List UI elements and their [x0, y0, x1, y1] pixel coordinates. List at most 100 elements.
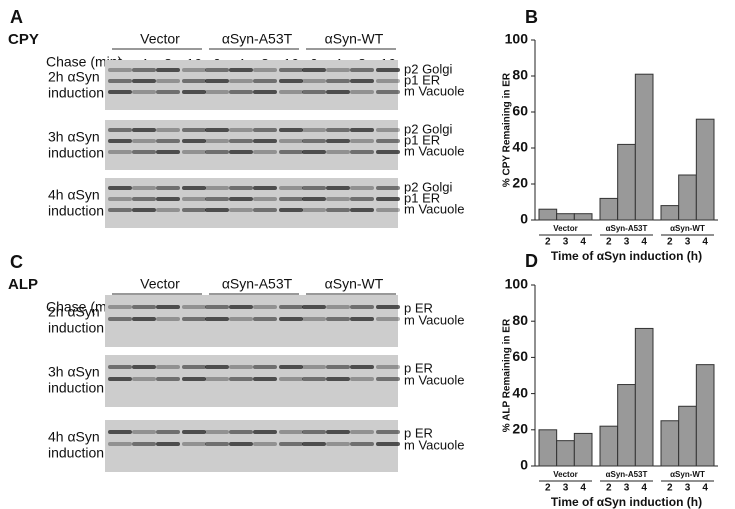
group-label: αSyn-WT	[325, 276, 384, 292]
bar	[660, 420, 680, 467]
gel-band	[108, 79, 132, 83]
gel-band	[326, 365, 350, 369]
gel-band	[132, 430, 156, 434]
panel-letter: C	[10, 252, 23, 272]
gel-band	[156, 377, 180, 381]
gel-band	[205, 79, 229, 83]
gel-band	[108, 442, 132, 446]
gel-band	[279, 197, 303, 201]
gel-band	[182, 208, 206, 212]
gel-band	[132, 208, 156, 212]
gel-band	[326, 79, 350, 83]
band-label: p ER	[404, 425, 433, 440]
gel-band	[229, 128, 253, 132]
band-label: p2 Golgi	[404, 121, 453, 136]
gel-band	[156, 305, 180, 309]
band-label: p ER	[404, 360, 433, 375]
gel-band	[326, 139, 350, 143]
gel-band	[182, 90, 206, 94]
gel-band	[229, 365, 253, 369]
gel-band	[229, 150, 253, 154]
gel-band	[279, 208, 303, 212]
gel-band	[229, 208, 253, 212]
group-label: αSyn-A53T	[222, 31, 293, 47]
row-label: 4h αSyn	[48, 187, 100, 203]
band-label: m Vacuole	[404, 143, 464, 158]
gel-band	[253, 79, 277, 83]
gel-band	[108, 317, 132, 321]
gel-band	[279, 442, 303, 446]
bar	[573, 432, 593, 467]
row-label: 3h αSyn	[48, 364, 100, 380]
gel-band	[376, 128, 400, 132]
gel-band	[205, 186, 229, 190]
gel-band	[253, 150, 277, 154]
chase-label: Chase (min)	[46, 299, 122, 315]
bar	[695, 118, 715, 221]
gel-band	[132, 365, 156, 369]
gel-band	[326, 442, 350, 446]
gel-band	[302, 442, 326, 446]
row-label: 2h αSyn	[48, 304, 100, 320]
gel-band	[302, 150, 326, 154]
bar	[634, 327, 654, 467]
y-tick-label: 60	[512, 348, 528, 364]
gel-band	[229, 430, 253, 434]
gel-band	[279, 79, 303, 83]
bar	[678, 405, 697, 467]
gel-band	[376, 208, 400, 212]
gel-image	[105, 120, 398, 170]
gel-band	[229, 139, 253, 143]
gel-band	[350, 68, 374, 72]
gel-band	[156, 317, 180, 321]
group-label: αSyn-A53T	[606, 224, 648, 233]
gel-band	[156, 442, 180, 446]
gel-band	[229, 317, 253, 321]
gel-band	[108, 186, 132, 190]
group-label: αSyn-WT	[325, 31, 384, 47]
gel-band	[326, 430, 350, 434]
protein-label: ALP	[8, 276, 38, 293]
gel-band	[108, 150, 132, 154]
gel-band	[302, 68, 326, 72]
gel-band	[326, 128, 350, 132]
gel-band	[132, 317, 156, 321]
x-tick-label: 2	[606, 483, 612, 494]
panel-letter: A	[10, 7, 23, 27]
gel-band	[302, 305, 326, 309]
gel-band	[350, 128, 374, 132]
gel-band	[253, 365, 277, 369]
gel-band	[376, 150, 400, 154]
gel-band	[253, 139, 277, 143]
gel-band	[205, 377, 229, 381]
gel-band	[350, 430, 374, 434]
gel-band	[229, 186, 253, 190]
gel-band	[302, 430, 326, 434]
y-tick-label: 60	[512, 103, 528, 119]
x-tick-label: 2	[667, 237, 673, 248]
gel-band	[302, 186, 326, 190]
gel-image	[105, 355, 398, 407]
gel-band	[156, 128, 180, 132]
gel-band	[253, 377, 277, 381]
gel-band	[108, 68, 132, 72]
x-tick-label: 4	[641, 483, 647, 494]
gel-image	[105, 178, 398, 228]
gel-band	[205, 150, 229, 154]
x-tick-label: 4	[702, 483, 708, 494]
y-tick-label: 100	[505, 276, 529, 292]
gel-band	[279, 377, 303, 381]
gel-band	[132, 150, 156, 154]
gel-band	[156, 430, 180, 434]
gel-band	[156, 79, 180, 83]
gel-band	[132, 128, 156, 132]
gel-band	[279, 150, 303, 154]
gel-band	[350, 442, 374, 446]
row-label: induction	[48, 145, 104, 161]
group-label: αSyn-A53T	[222, 276, 293, 292]
x-tick-label: 2	[545, 237, 551, 248]
gel-band	[156, 150, 180, 154]
group-label: Vector	[553, 470, 577, 479]
gel-band	[253, 90, 277, 94]
gel-band	[350, 317, 374, 321]
